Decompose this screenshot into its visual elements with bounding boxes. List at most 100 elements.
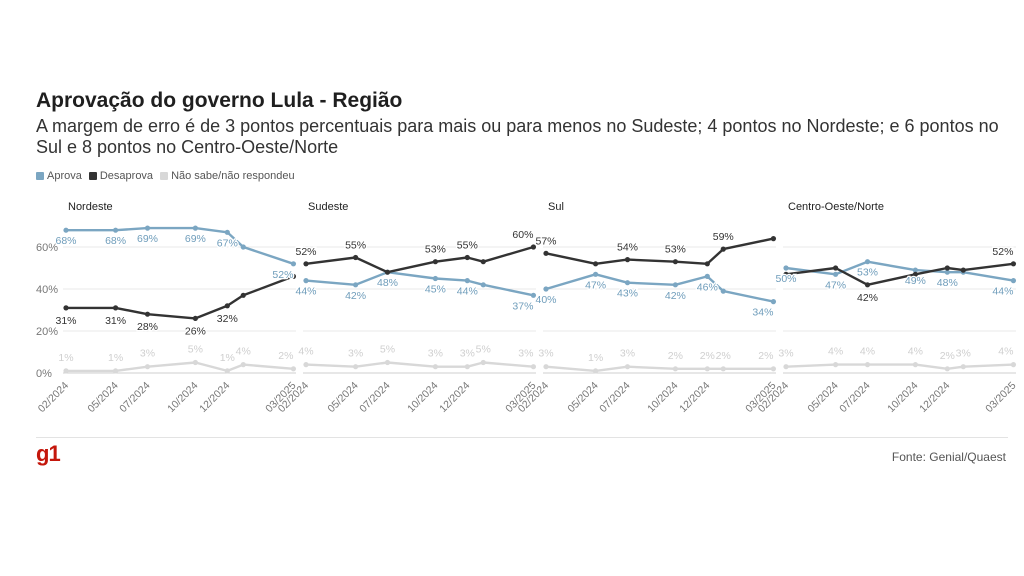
data-label-aprova: 44%	[992, 286, 1013, 298]
legend-item-aprova: Aprova	[36, 170, 82, 182]
x-tick-label: 10/2024	[645, 380, 680, 415]
data-label-aprova: 34%	[752, 307, 773, 319]
data-label-nao-sabe-nao-respondeu: 3%	[518, 348, 533, 360]
data-label-aprova: 47%	[825, 279, 846, 291]
x-tick-label: 12/2024	[197, 380, 232, 415]
data-label-aprova: 44%	[295, 286, 316, 298]
data-point-aprova	[480, 282, 486, 288]
data-label-nao-sabe-nao-respondeu: 4%	[828, 346, 843, 358]
panel-title: Sul	[548, 201, 564, 213]
x-tick-label: 10/2024	[405, 380, 440, 415]
data-label-desaprova: 54%	[617, 242, 638, 254]
data-point-aprova	[864, 259, 871, 265]
data-point-desaprova	[960, 267, 966, 273]
panel-title: Sudeste	[308, 201, 348, 213]
data-point-nao-sabe-nao-respondeu	[912, 362, 918, 368]
data-label-aprova: 42%	[345, 290, 366, 302]
data-point-aprova	[112, 227, 119, 233]
x-tick-label: 05/2024	[805, 380, 840, 415]
data-label-nao-sabe-nao-respondeu: 2%	[758, 350, 773, 362]
data-point-nao-sabe-nao-respondeu	[432, 364, 438, 370]
legend-label-desaprova: Desaprova	[99, 170, 154, 182]
data-label-aprova: 44%	[457, 286, 478, 298]
data-point-aprova	[832, 271, 839, 277]
data-point-nao-sabe-nao-respondeu	[530, 364, 537, 370]
data-label-desaprova: 32%	[217, 313, 238, 325]
legend-label-nao-sabe: Não sabe/não respondeu	[171, 170, 295, 182]
data-point-aprova	[624, 280, 631, 286]
data-label-nao-sabe-nao-respondeu: 5%	[380, 344, 395, 356]
x-tick-label: 07/2024	[357, 380, 392, 415]
series-line-desaprova	[66, 275, 294, 320]
x-tick-label: 10/2024	[885, 380, 920, 415]
series-line-nao-sabe-nao-respondeu	[785, 363, 1014, 370]
data-point-aprova	[290, 261, 297, 267]
y-tick-label: 0%	[36, 368, 52, 380]
data-point-desaprova	[783, 271, 789, 277]
data-label-aprova: 45%	[425, 284, 446, 296]
data-point-nao-sabe-nao-respondeu	[624, 364, 631, 370]
data-point-nao-sabe-nao-respondeu	[480, 359, 486, 366]
data-label-desaprova: 53%	[425, 244, 446, 256]
x-tick-label: 05/2024	[325, 380, 360, 415]
data-label-desaprova: 28%	[137, 321, 158, 333]
data-point-nao-sabe-nao-respondeu	[63, 368, 69, 374]
data-point-aprova	[704, 273, 710, 279]
data-label-desaprova: 42%	[857, 292, 878, 304]
data-label-nao-sabe-nao-respondeu: 3%	[778, 348, 793, 360]
legend-swatch-aprova	[36, 172, 44, 180]
data-label-desaprova: 57%	[535, 235, 556, 247]
data-label-desaprova: 31%	[55, 315, 76, 327]
chart-subtitle: A margem de erro é de 3 pontos percentua…	[36, 116, 999, 157]
data-label-desaprova: 59%	[713, 231, 734, 243]
data-label-nao-sabe-nao-respondeu: 3%	[460, 348, 475, 360]
data-point-desaprova	[912, 271, 918, 277]
data-label-desaprova: 31%	[105, 315, 126, 327]
data-point-nao-sabe-nao-respondeu	[704, 366, 710, 372]
data-point-desaprova	[192, 315, 198, 321]
panel-title: Nordeste	[68, 201, 113, 213]
x-tick-label: 07/2024	[837, 380, 872, 415]
data-label-aprova: 40%	[535, 294, 556, 306]
data-point-nao-sabe-nao-respondeu	[240, 362, 246, 368]
data-label-nao-sabe-nao-respondeu: 4%	[860, 346, 875, 358]
data-point-nao-sabe-nao-respondeu	[864, 362, 871, 368]
data-label-nao-sabe-nao-respondeu: 4%	[236, 346, 251, 358]
data-label-nao-sabe-nao-respondeu: 4%	[908, 346, 923, 358]
y-tick-label: 60%	[36, 242, 58, 254]
data-label-nao-sabe-nao-respondeu: 4%	[998, 346, 1013, 358]
data-label-aprova: 52%	[272, 269, 293, 281]
data-point-aprova	[144, 225, 151, 231]
data-point-nao-sabe-nao-respondeu	[464, 364, 470, 370]
data-point-nao-sabe-nao-respondeu	[672, 366, 678, 372]
y-tick-label: 40%	[36, 284, 58, 296]
data-point-aprova	[783, 265, 789, 271]
data-point-aprova	[63, 227, 69, 233]
data-point-aprova	[944, 269, 950, 275]
data-point-nao-sabe-nao-respondeu	[112, 368, 119, 374]
data-label-aprova: 46%	[697, 281, 718, 293]
data-point-desaprova	[1010, 261, 1017, 267]
data-label-aprova: 50%	[775, 273, 796, 285]
data-label-nao-sabe-nao-respondeu: 3%	[620, 348, 635, 360]
y-tick-label: 20%	[36, 326, 58, 338]
data-label-nao-sabe-nao-respondeu: 1%	[220, 352, 235, 364]
data-label-desaprova: 60%	[512, 229, 533, 241]
data-point-aprova	[720, 288, 726, 294]
data-point-aprova	[464, 278, 470, 284]
data-point-aprova	[592, 271, 599, 277]
panel-title: Centro-Oeste/Norte	[788, 201, 884, 213]
data-label-nao-sabe-nao-respondeu: 2%	[940, 350, 955, 362]
data-label-aprova: 47%	[585, 279, 606, 291]
x-tick-label: 12/2024	[677, 380, 712, 415]
data-label-aprova: 48%	[377, 277, 398, 289]
data-point-desaprova	[704, 261, 710, 267]
g1-logo: g1	[36, 441, 61, 466]
data-label-desaprova: 52%	[295, 246, 316, 258]
legend: Aprova Desaprova Não sabe/não respondeu	[36, 170, 295, 182]
data-label-aprova: 37%	[512, 300, 533, 312]
data-label-aprova: 69%	[137, 233, 158, 245]
data-point-desaprova	[543, 250, 549, 256]
